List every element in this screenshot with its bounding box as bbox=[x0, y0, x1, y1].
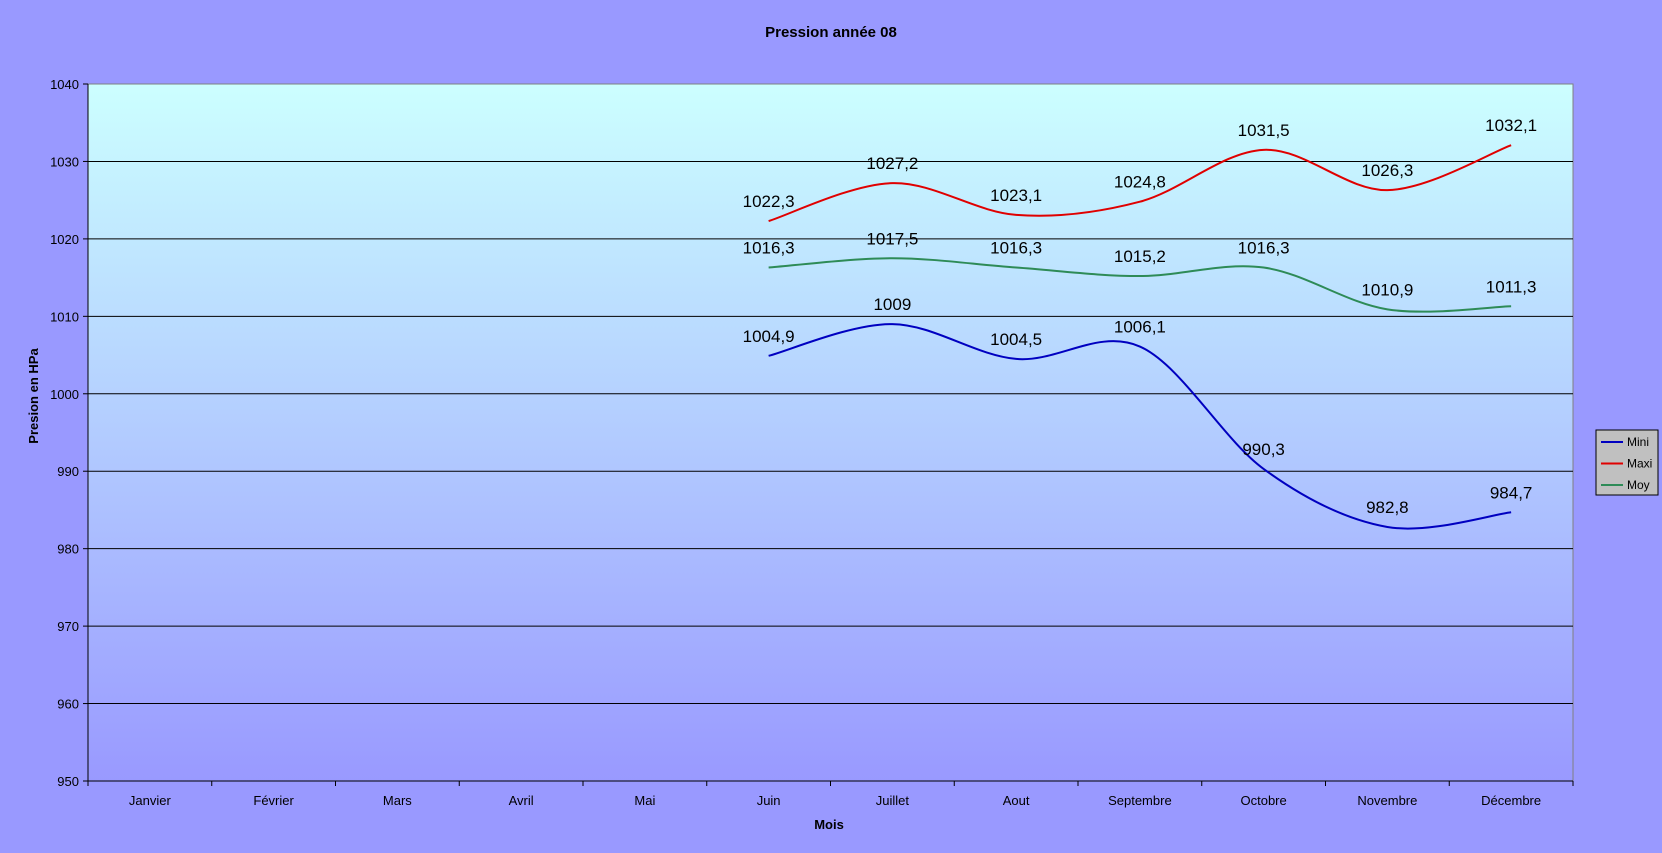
x-tick-label: Février bbox=[253, 793, 294, 808]
data-label-maxi: 1027,2 bbox=[866, 154, 918, 173]
y-axis-ticks: 950 960 970 980 990 1000 1010 1020 1030 1040 bbox=[50, 77, 89, 789]
data-label-mini: 984,7 bbox=[1490, 483, 1533, 502]
data-label-mini: 982,8 bbox=[1366, 498, 1409, 517]
legend-label-moy: Moy bbox=[1627, 478, 1650, 492]
data-label-maxi: 1031,5 bbox=[1238, 121, 1290, 140]
data-label-moy: 1010,9 bbox=[1361, 280, 1413, 299]
y-tick-label: 1020 bbox=[50, 232, 79, 247]
x-axis-title: Mois bbox=[814, 817, 844, 832]
legend-label-mini: Mini bbox=[1627, 435, 1649, 449]
x-tick-label: Juin bbox=[757, 793, 781, 808]
x-axis-ticks: Janvier Février Mars Avril Mai Juin Juillet Aou… bbox=[87, 780, 1574, 808]
data-label-moy: 1011,3 bbox=[1486, 277, 1537, 296]
series-line-maxi bbox=[768, 144, 1512, 223]
data-label-maxi: 1024,8 bbox=[1114, 173, 1166, 192]
data-label-mini: 1006,1 bbox=[1114, 318, 1166, 337]
chart-title: Pression année 08 bbox=[765, 24, 897, 41]
y-tick-label: 980 bbox=[57, 542, 79, 557]
data-labels: 1004,9 1009 1004,5 1006,1 990,3 982,8 984,7 102… bbox=[743, 116, 1538, 517]
x-tick-label: Octobre bbox=[1241, 793, 1287, 808]
data-label-moy: 1015,2 bbox=[1114, 247, 1166, 266]
data-label-maxi: 1022,3 bbox=[743, 192, 795, 211]
y-tick-label: 1000 bbox=[50, 387, 79, 402]
x-tick-label: Janvier bbox=[129, 793, 172, 808]
y-axis-title: Presion en HPa bbox=[26, 348, 41, 444]
x-tick-label: Mars bbox=[383, 793, 412, 808]
data-label-mini: 1004,5 bbox=[990, 330, 1042, 349]
x-tick-label: Avril bbox=[509, 793, 534, 808]
data-label-moy: 1017,5 bbox=[866, 229, 918, 248]
legend: Mini Maxi Moy bbox=[1595, 429, 1659, 496]
data-label-mini: 1009 bbox=[873, 295, 911, 314]
data-label-maxi: 1032,1 bbox=[1485, 116, 1537, 135]
x-tick-label: Aout bbox=[1003, 793, 1030, 808]
y-tick-label: 1010 bbox=[50, 309, 79, 324]
plot-area bbox=[87, 83, 1574, 782]
x-tick-label: Juillet bbox=[876, 793, 910, 808]
gridlines bbox=[88, 160, 1573, 705]
series-line-moy bbox=[768, 257, 1512, 313]
y-tick-label: 970 bbox=[57, 619, 79, 634]
y-tick-label: 990 bbox=[57, 464, 79, 479]
data-label-moy: 1016,3 bbox=[990, 239, 1042, 258]
series-lines bbox=[768, 144, 1512, 530]
y-tick-label: 1040 bbox=[50, 77, 79, 92]
data-label-mini: 990,3 bbox=[1242, 440, 1285, 459]
y-tick-label: 960 bbox=[57, 697, 79, 712]
data-label-maxi: 1026,3 bbox=[1361, 161, 1413, 180]
y-tick-label: 1030 bbox=[50, 154, 79, 169]
data-label-moy: 1016,3 bbox=[1238, 239, 1290, 258]
x-tick-label: Septembre bbox=[1108, 793, 1172, 808]
data-label-moy: 1016,3 bbox=[743, 239, 795, 258]
data-label-mini: 1004,9 bbox=[743, 327, 795, 346]
legend-label-maxi: Maxi bbox=[1627, 457, 1652, 471]
series-line-mini bbox=[768, 323, 1512, 530]
data-label-maxi: 1023,1 bbox=[990, 186, 1042, 205]
x-tick-label: Novembre bbox=[1357, 793, 1417, 808]
y-tick-label: 950 bbox=[57, 774, 79, 789]
x-tick-label: Mai bbox=[634, 793, 655, 808]
x-tick-label: Décembre bbox=[1481, 793, 1541, 808]
